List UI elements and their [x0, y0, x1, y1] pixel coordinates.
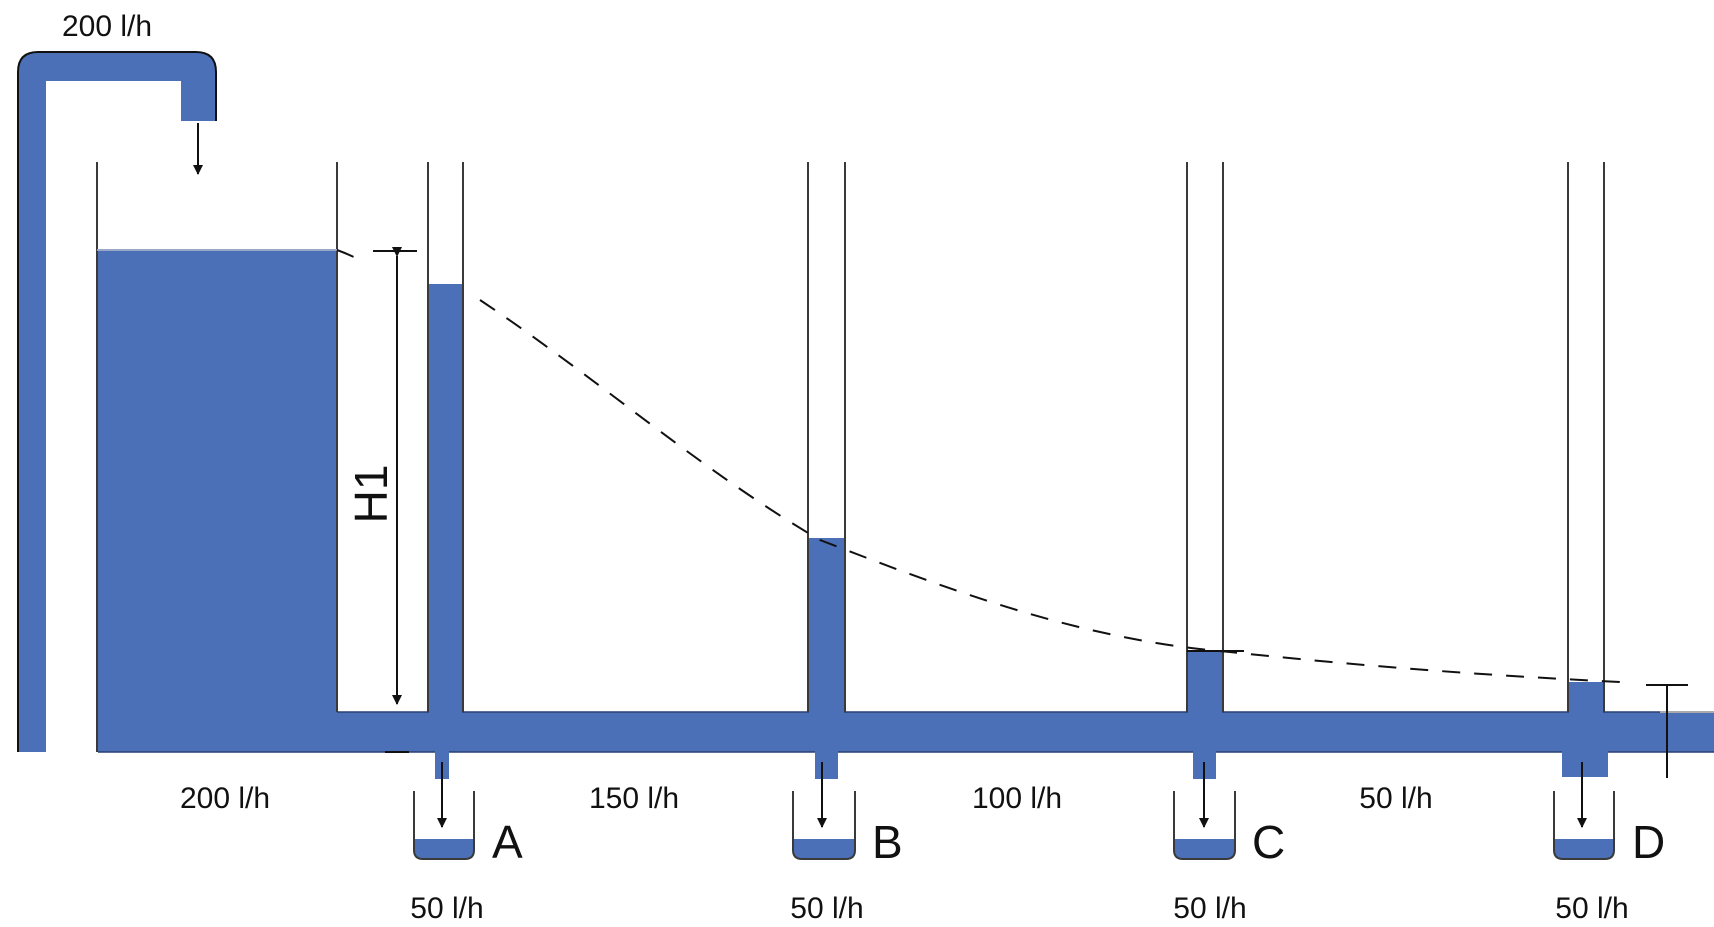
cup-a [413, 791, 475, 860]
outlet-flow-label: 50 l/h [410, 892, 483, 925]
supply-pipe [17, 51, 217, 752]
standpipe-c-water [1188, 650, 1222, 714]
outlet-b [792, 751, 856, 860]
cup-c [1173, 791, 1236, 860]
h1-dimension [373, 247, 417, 753]
supply-pipe-fill [18, 52, 216, 752]
standpipe-a-water [429, 284, 462, 714]
outlet-letter: B [872, 816, 903, 868]
cup-d [1553, 791, 1615, 860]
outlet-flow-label: 50 l/h [1555, 892, 1628, 925]
outlet-c [1173, 751, 1236, 860]
standpipe-b-water [809, 538, 844, 714]
cup-a-water [414, 839, 474, 859]
cup-b [792, 791, 856, 860]
standpipe-d-water [1569, 682, 1603, 714]
inflow-label: 200 l/h [62, 10, 152, 43]
outlet-letter: C [1252, 816, 1285, 868]
outlet-b-stub [815, 751, 838, 779]
supply-pipe-outline [17, 51, 217, 752]
standpipe-b [807, 162, 846, 714]
reservoir-water [98, 250, 336, 752]
outlet-letter: A [492, 816, 523, 868]
cup-d-water [1554, 839, 1614, 859]
segment-flow-label: 150 l/h [589, 782, 679, 815]
outlet-d-stub [1562, 751, 1608, 777]
outlet-flow-label: 50 l/h [790, 892, 863, 925]
segment-flow-label: 100 l/h [972, 782, 1062, 815]
hydraulic-grade-line [336, 249, 1621, 683]
outlet-a [413, 751, 475, 860]
cup-c-water [1174, 839, 1235, 859]
outlet-letter: D [1632, 816, 1665, 868]
reservoir-tank [96, 162, 338, 752]
end-dimension [1646, 684, 1688, 778]
segment-flow-label: 200 l/h [180, 782, 270, 815]
main-pipe [98, 712, 1714, 752]
cup-b-water [793, 839, 855, 859]
outlet-d [1553, 751, 1615, 860]
outlet-flow-label: 50 l/h [1173, 892, 1246, 925]
standpipe-c [1186, 162, 1244, 714]
segment-flow-label: 50 l/h [1359, 782, 1432, 815]
standpipe-d [1567, 162, 1605, 714]
standpipe-a [427, 162, 464, 714]
head-label: H1 [345, 465, 397, 524]
